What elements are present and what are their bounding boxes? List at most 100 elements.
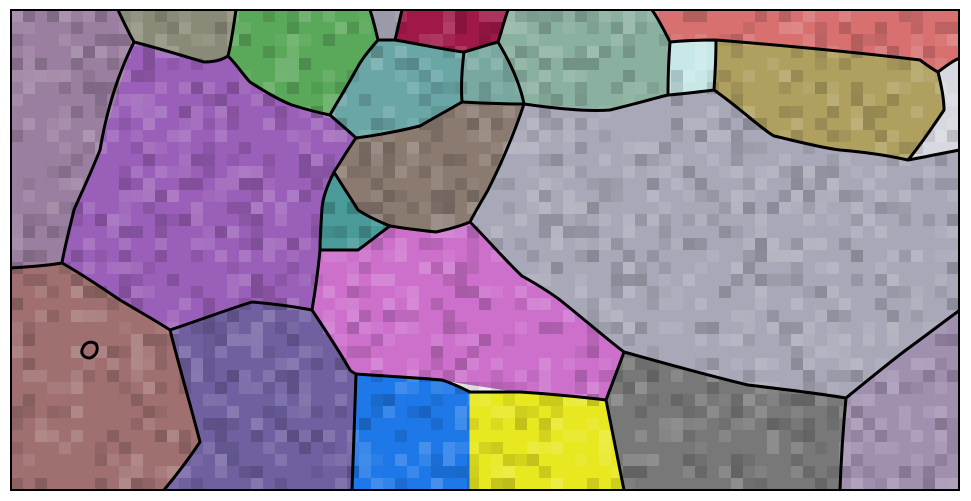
texture-pixel (323, 10, 335, 22)
texture-pixel (911, 286, 923, 298)
texture-pixel (935, 358, 947, 370)
texture-pixel (503, 466, 515, 478)
texture-pixel (455, 418, 467, 430)
texture-pixel (587, 334, 599, 346)
texture-pixel (23, 358, 35, 370)
texture-pixel (635, 274, 647, 286)
texture-pixel (83, 262, 95, 274)
texture-pixel (431, 130, 443, 142)
texture-pixel (839, 346, 851, 358)
texture-pixel (851, 118, 863, 130)
texture-pixel (383, 118, 395, 130)
texture-pixel (743, 178, 755, 190)
texture-pixel (71, 22, 83, 34)
texture-pixel (383, 190, 395, 202)
texture-pixel (863, 118, 875, 130)
texture-pixel (551, 262, 563, 274)
texture-pixel (227, 442, 239, 454)
texture-pixel (119, 478, 131, 490)
texture-pixel (227, 262, 239, 274)
texture-pixel (455, 466, 467, 478)
texture-pixel (239, 22, 251, 34)
texture-pixel (359, 454, 371, 466)
texture-pixel (539, 466, 551, 478)
texture-pixel (215, 442, 227, 454)
texture-pixel (539, 214, 551, 226)
texture-pixel (35, 214, 47, 226)
texture-pixel (779, 418, 791, 430)
texture-pixel (311, 466, 323, 478)
texture-pixel (359, 442, 371, 454)
texture-pixel (143, 418, 155, 430)
texture-pixel (743, 202, 755, 214)
texture-pixel (503, 334, 515, 346)
texture-pixel (623, 382, 635, 394)
texture-pixel (527, 10, 539, 22)
texture-pixel (35, 310, 47, 322)
texture-pixel (491, 442, 503, 454)
texture-pixel (107, 262, 119, 274)
texture-pixel (839, 10, 851, 22)
texture-pixel (299, 238, 311, 250)
texture-pixel (131, 418, 143, 430)
texture-pixel (431, 82, 443, 94)
texture-pixel (923, 46, 935, 58)
texture-pixel (647, 346, 659, 358)
texture-pixel (875, 130, 887, 142)
texture-pixel (815, 82, 827, 94)
texture-pixel (323, 130, 335, 142)
grain-boundary (226, 54, 332, 117)
texture-pixel (323, 94, 335, 106)
texture-pixel (359, 10, 371, 22)
texture-pixel (827, 190, 839, 202)
texture-pixel (479, 442, 491, 454)
texture-pixel (647, 370, 659, 382)
texture-pixel (203, 118, 215, 130)
texture-pixel (431, 118, 443, 130)
texture-pixel (947, 34, 959, 46)
texture-pixel (527, 82, 539, 94)
texture-pixel (407, 382, 419, 394)
texture-pixel (779, 154, 791, 166)
texture-pixel (863, 94, 875, 106)
texture-pixel (275, 118, 287, 130)
texture-pixel (623, 250, 635, 262)
texture-pixel (731, 130, 743, 142)
texture-pixel (203, 94, 215, 106)
texture-pixel (395, 454, 407, 466)
texture-pixel (527, 34, 539, 46)
texture-pixel (671, 370, 683, 382)
texture-pixel (563, 70, 575, 82)
texture-pixel (11, 418, 23, 430)
texture-pixel (515, 214, 527, 226)
texture-pixel (923, 166, 935, 178)
texture-pixel (851, 358, 863, 370)
texture-pixel (95, 310, 107, 322)
texture-pixel (635, 406, 647, 418)
texture-pixel (575, 46, 587, 58)
texture-pixel (47, 226, 59, 238)
texture-pixel (875, 430, 887, 442)
texture-pixel (467, 190, 479, 202)
texture-pixel (311, 346, 323, 358)
texture-pixel (131, 106, 143, 118)
texture-pixel (947, 94, 959, 106)
texture-pixel (395, 70, 407, 82)
texture-pixel (323, 250, 335, 262)
texture-pixel (803, 202, 815, 214)
texture-pixel (731, 334, 743, 346)
texture-pixel (851, 370, 863, 382)
texture-pixel (935, 178, 947, 190)
texture-pixel (803, 430, 815, 442)
texture-pixel (419, 262, 431, 274)
texture-pixel (311, 166, 323, 178)
texture-pixel (263, 286, 275, 298)
texture-pixel (71, 250, 83, 262)
texture-pixel (551, 442, 563, 454)
texture-pixel (791, 466, 803, 478)
texture-pixel (791, 130, 803, 142)
texture-pixel (467, 178, 479, 190)
texture-pixel (155, 214, 167, 226)
texture-pixel (143, 58, 155, 70)
texture-pixel (827, 406, 839, 418)
